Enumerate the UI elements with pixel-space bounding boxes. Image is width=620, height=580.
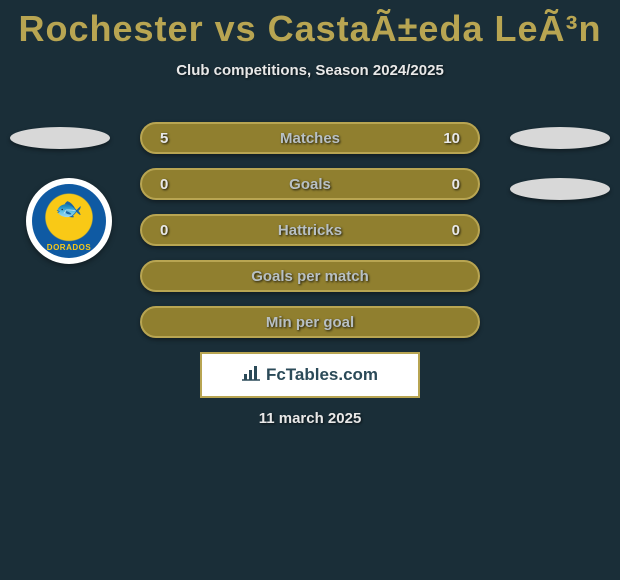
- stat-row-goals-per-match: Goals per match: [140, 260, 480, 292]
- fish-icon: 🐟: [55, 196, 82, 222]
- left-team-badge: 🐟 DORADOS: [26, 178, 112, 264]
- stat-row-goals: 0 Goals 0: [140, 168, 480, 200]
- stat-label: Matches: [190, 130, 430, 147]
- stat-row-hattricks: 0 Hattricks 0: [140, 214, 480, 246]
- stat-left-value: 0: [160, 222, 190, 239]
- stat-label: Goals: [190, 176, 430, 193]
- stat-row-min-per-goal: Min per goal: [140, 306, 480, 338]
- brand-label: FcTables.com: [266, 365, 378, 385]
- stat-row-matches: 5 Matches 10: [140, 122, 480, 154]
- stat-label: Hattricks: [190, 222, 430, 239]
- stat-left-value: 0: [160, 176, 190, 193]
- stat-label: Min per goal: [190, 314, 430, 331]
- page-title: Rochester vs CastaÃ±eda LeÃ³n: [0, 0, 620, 50]
- stat-left-value: 5: [160, 130, 190, 147]
- left-team-badge-inner: 🐟 DORADOS: [32, 184, 106, 258]
- brand-box[interactable]: FcTables.com: [200, 352, 420, 398]
- left-placeholder-ellipse-1: [10, 127, 110, 149]
- stat-right-value: 0: [430, 176, 460, 193]
- stats-container: 5 Matches 10 0 Goals 0 0 Hattricks 0 Goa…: [140, 122, 480, 352]
- badge-team-name: DORADOS: [47, 243, 91, 252]
- right-placeholder-ellipse-1: [510, 127, 610, 149]
- chart-icon: [242, 364, 262, 387]
- stat-right-value: 10: [430, 130, 460, 147]
- stat-label: Goals per match: [190, 268, 430, 285]
- date-label: 11 march 2025: [0, 410, 620, 427]
- right-placeholder-ellipse-2: [510, 178, 610, 200]
- stat-right-value: 0: [430, 222, 460, 239]
- page-subtitle: Club competitions, Season 2024/2025: [0, 62, 620, 79]
